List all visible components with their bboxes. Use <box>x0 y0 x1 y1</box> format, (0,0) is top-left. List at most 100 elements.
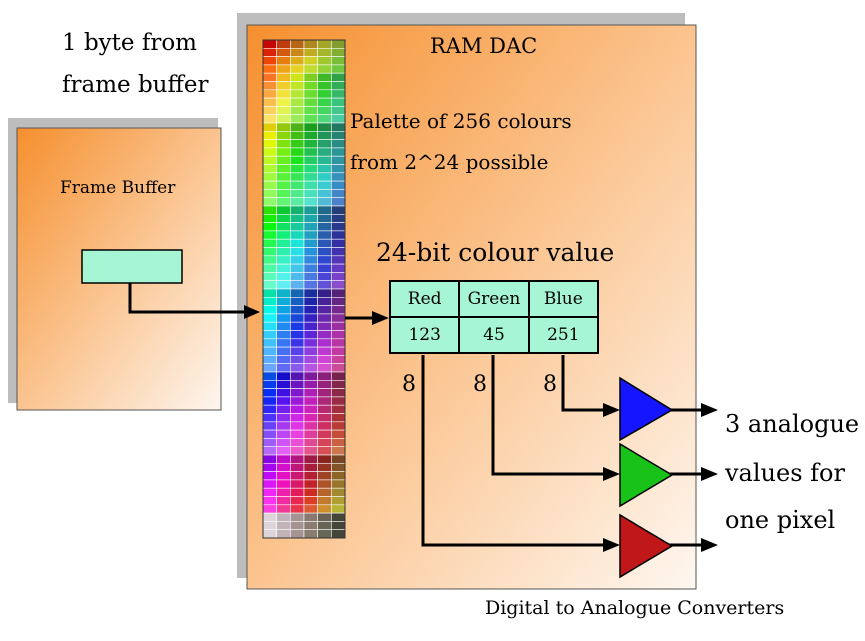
palette-cell <box>331 413 346 423</box>
palette-cell <box>303 346 318 356</box>
red-line <box>421 355 603 547</box>
palette-cell <box>331 496 346 506</box>
palette-cell <box>290 131 305 140</box>
palette-cell <box>276 122 291 132</box>
palette-cell <box>262 147 277 157</box>
palette-cell <box>276 238 291 248</box>
input-label-line2: frame buffer <box>62 72 209 98</box>
palette-cell <box>276 446 291 456</box>
palette-cell <box>290 164 305 174</box>
palette-cell <box>262 487 277 497</box>
palette-cell <box>331 72 346 82</box>
palette-cell <box>303 39 318 49</box>
output-label-line2: values for <box>725 459 845 487</box>
palette-cell <box>317 147 332 157</box>
palette-cell <box>331 529 346 539</box>
green-dac-icon <box>619 442 674 508</box>
palette-cell <box>331 56 346 66</box>
palette-cell <box>290 238 305 248</box>
blue-header: Blue <box>527 280 600 318</box>
palette-cell <box>317 363 332 373</box>
palette-cell <box>317 413 332 423</box>
palette-cell <box>317 288 332 298</box>
palette-cell <box>303 313 318 323</box>
palette-cell <box>317 164 332 174</box>
connectors <box>128 283 703 547</box>
green-bit-width: 8 <box>473 372 487 397</box>
palette-cell <box>262 139 277 149</box>
palette-cell <box>276 330 291 340</box>
palette-cell <box>262 371 277 381</box>
palette-cell <box>262 247 277 257</box>
green-header: Green <box>458 280 530 318</box>
palette-cell <box>262 64 277 74</box>
palette-cell <box>262 81 277 91</box>
palette-cell <box>331 512 346 522</box>
palette-cell <box>262 496 277 506</box>
palette-cell <box>317 222 332 232</box>
palette-cell <box>317 280 332 290</box>
palette-cell <box>331 330 346 340</box>
palette-cell <box>303 396 318 406</box>
palette-cell <box>317 346 332 356</box>
palette-cell <box>262 263 277 273</box>
palette-cell <box>262 205 277 215</box>
palette-cell <box>331 454 346 464</box>
palette-cell <box>303 521 318 531</box>
palette-cell <box>290 255 305 265</box>
palette-cell <box>317 313 332 323</box>
palette-cell <box>262 529 277 539</box>
palette-cell <box>303 122 318 132</box>
palette-cell <box>276 280 291 290</box>
palette-cell <box>317 197 332 207</box>
palette-cell <box>331 205 346 215</box>
palette-cell <box>317 180 332 190</box>
palette-cell <box>262 512 277 522</box>
palette-cell <box>276 305 291 315</box>
palette-cell <box>262 222 277 232</box>
palette-cell <box>262 388 277 398</box>
palette-cell <box>317 379 332 389</box>
palette-cell <box>276 346 291 356</box>
palette-cell <box>276 263 291 273</box>
palette-cell <box>262 180 277 190</box>
palette-cell <box>276 56 291 66</box>
palette-cell <box>303 496 318 506</box>
palette-cell <box>276 97 291 107</box>
palette-cell <box>276 205 291 215</box>
palette-cell <box>317 131 332 140</box>
palette-cell <box>276 413 291 423</box>
palette-cell <box>262 114 277 124</box>
palette-cell <box>290 139 305 149</box>
palette-cell <box>276 247 291 257</box>
palette-cell <box>303 504 318 514</box>
palette-cell <box>262 379 277 389</box>
palette-cell <box>290 479 305 489</box>
palette-cell <box>262 97 277 107</box>
palette-cell <box>276 139 291 149</box>
palette-cell <box>317 172 332 182</box>
palette-cell <box>262 214 277 223</box>
palette-cell <box>303 288 318 298</box>
palette-cell <box>317 355 332 364</box>
palette-cell <box>262 421 277 431</box>
palette-cell <box>303 147 318 157</box>
palette-cell <box>331 147 346 157</box>
colour-header-row: Red Green Blue <box>388 280 600 318</box>
blue-line <box>561 355 603 412</box>
palette-cell <box>262 363 277 373</box>
palette-cell <box>331 462 346 472</box>
palette-cell <box>317 122 332 132</box>
arrow-heads <box>244 305 718 552</box>
palette-cell <box>290 97 305 107</box>
palette-cell <box>303 238 318 248</box>
arrow-head-palette-in <box>244 305 260 319</box>
palette-cell <box>290 263 305 273</box>
palette-cell <box>331 313 346 323</box>
palette-cell <box>262 355 277 364</box>
palette-cell <box>317 496 332 506</box>
palette-cell <box>317 371 332 381</box>
palette-cell <box>262 72 277 82</box>
palette-cell <box>276 496 291 506</box>
palette-cell <box>303 189 318 198</box>
